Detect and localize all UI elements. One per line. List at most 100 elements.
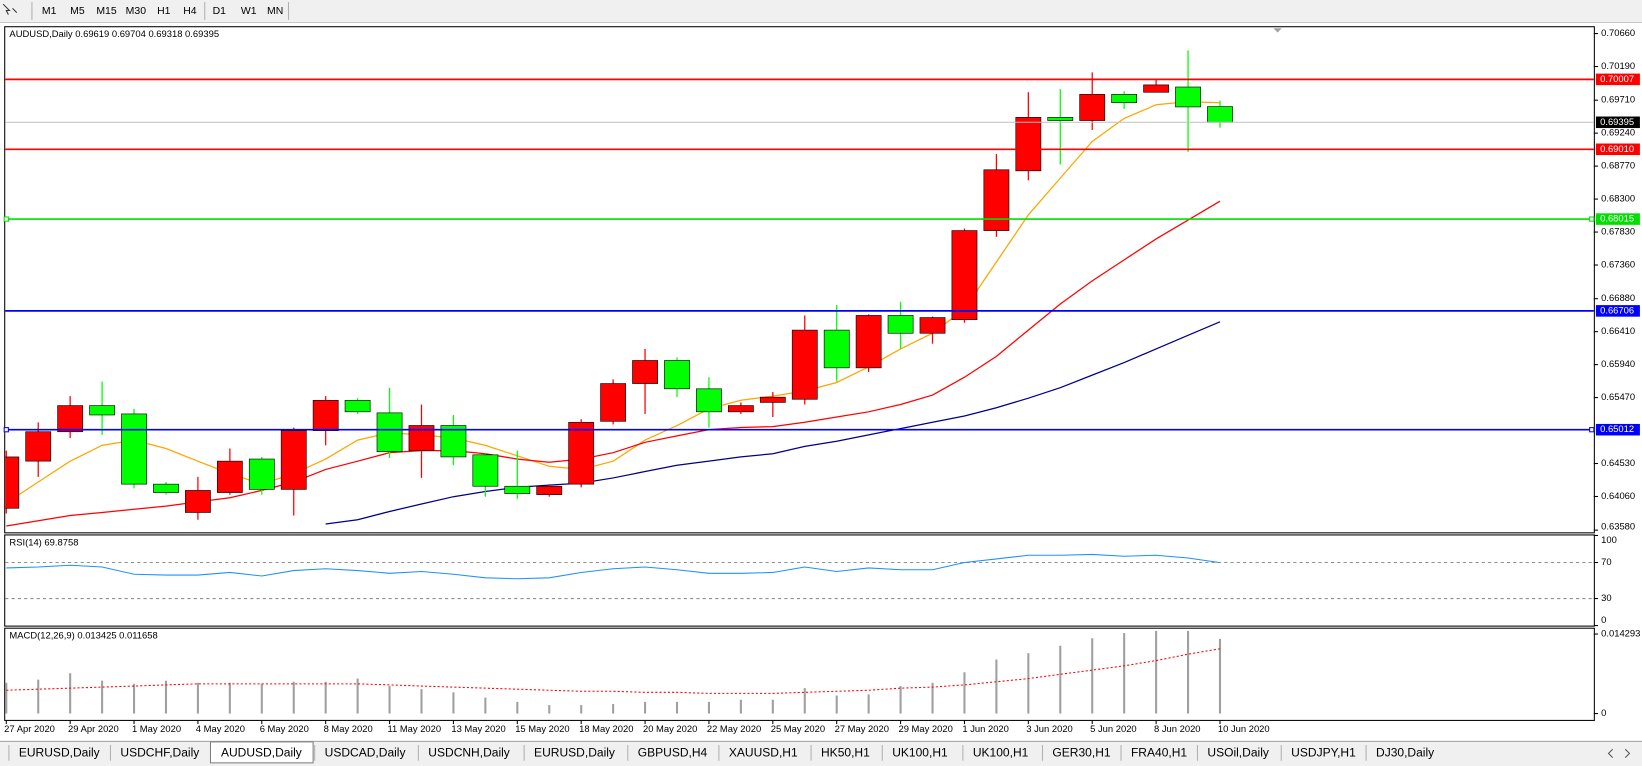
candle-body — [344, 400, 371, 413]
level-label: 0.65012 — [1600, 423, 1634, 434]
panel-title: RSI(14) 69.8758 — [9, 536, 78, 547]
macd-panel — [4, 627, 1595, 721]
x-tick-label: 1 Jun 2020 — [962, 723, 1009, 734]
tab-label[interactable]: USDCHF,Daily — [120, 746, 199, 760]
candle-body — [1047, 117, 1074, 121]
cursor-icon[interactable] — [2, 3, 18, 15]
level-label: 0.70007 — [1600, 73, 1634, 84]
candle-body — [1143, 84, 1169, 93]
level-label-bg — [1595, 143, 1640, 156]
rsi-panel — [4, 534, 1595, 627]
x-tick-label: 6 May 2020 — [260, 723, 309, 734]
candle-body — [504, 485, 531, 494]
timeframe-button[interactable]: M5 — [70, 6, 85, 17]
toolbar — [0, 0, 1642, 24]
y-tick-label: 0.66880 — [1601, 292, 1635, 303]
tab-label[interactable]: XAUUSD,H1 — [729, 746, 798, 760]
tab-label[interactable]: EURUSD,Daily — [19, 746, 100, 760]
tab-label[interactable]: USDCNH,Daily — [428, 746, 510, 760]
y-tick-label: 0.68300 — [1601, 193, 1635, 204]
moving-average-line — [325, 321, 1221, 525]
last-price-label: 0.69395 — [1600, 116, 1634, 127]
tab-label[interactable]: USDCAD,Daily — [325, 746, 406, 760]
tab-label[interactable]: USDJPY,H1 — [1291, 746, 1356, 760]
y-tick-label: 0.63580 — [1601, 521, 1635, 532]
candle-body — [5, 456, 20, 509]
tab-label[interactable]: HK50,H1 — [821, 746, 870, 760]
tab-label[interactable]: FRA40,H1 — [1131, 746, 1187, 760]
y-tick-label: 0.67830 — [1601, 226, 1635, 237]
y-tick-label: 0.68770 — [1601, 160, 1635, 171]
level-handle — [1589, 216, 1595, 222]
x-tick-label: 29 May 2020 — [898, 723, 952, 734]
y-tick-label: 0.70660 — [1601, 27, 1635, 38]
tab-label[interactable]: EURUSD,Daily — [534, 746, 615, 760]
y-tick-label: 70 — [1601, 556, 1611, 567]
candle-body — [536, 485, 563, 495]
tab-label[interactable]: USOil,Daily — [1207, 746, 1268, 760]
level-handle — [3, 216, 9, 222]
candle-body — [57, 405, 84, 433]
candle-body — [983, 169, 1010, 231]
y-tick-label: 0.65470 — [1601, 391, 1635, 402]
candle-body — [887, 315, 914, 334]
x-tick-label: 8 May 2020 — [324, 723, 373, 734]
candle-body — [280, 430, 307, 490]
candle-body — [855, 315, 882, 369]
level-label-bg — [1595, 423, 1640, 436]
level-label: 0.66706 — [1600, 304, 1634, 315]
timeframe-button[interactable]: W1 — [241, 6, 257, 17]
x-tick-label: 20 May 2020 — [643, 723, 697, 734]
x-tick-label: 11 May 2020 — [387, 723, 441, 734]
timeframe-button[interactable]: M30 — [126, 6, 147, 17]
moving-average-line — [5, 101, 1221, 504]
candle-body — [153, 483, 179, 493]
x-tick-label: 4 May 2020 — [196, 723, 245, 734]
axis-group: 0.69395 0.70007 0.69010 0.68015 0.66706 0.650… — [3, 27, 1640, 734]
tab-label[interactable]: GER30,H1 — [1052, 746, 1110, 760]
timeframe-button[interactable]: M1 — [42, 6, 57, 17]
timeframe-button[interactable]: H4 — [183, 6, 197, 17]
y-tick-label: 0.64530 — [1601, 457, 1635, 468]
y-tick-label: 0 — [1601, 707, 1606, 718]
candle-body — [121, 413, 147, 485]
level-handle — [3, 427, 9, 433]
tab-label[interactable]: GBPUSD,H4 — [638, 746, 708, 760]
tab-label[interactable]: DJ30,Daily — [1376, 746, 1434, 760]
y-tick-label: 0.67360 — [1601, 259, 1635, 270]
timeframe-button[interactable]: D1 — [213, 6, 227, 17]
candle-body — [1175, 86, 1201, 108]
candle-body — [696, 388, 722, 413]
level-label: 0.68015 — [1600, 213, 1634, 224]
indicator-line — [6, 553, 1221, 580]
y-tick-label: 0.69240 — [1601, 127, 1635, 138]
candle-body — [951, 230, 978, 320]
timeframe-button[interactable]: H1 — [157, 6, 171, 17]
level-label: 0.69010 — [1600, 143, 1634, 154]
candle-body — [216, 460, 243, 493]
panel-title: AUDUSD,Daily 0.69619 0.69704 0.69318 0.6… — [9, 28, 219, 39]
tab-label[interactable]: AUDUSD,Daily — [221, 746, 302, 760]
candle-body — [1015, 117, 1042, 172]
x-tick-label: 8 Jun 2020 — [1154, 723, 1201, 734]
tab-scroll-arrows[interactable] — [1607, 748, 1631, 758]
x-tick-label: 25 May 2020 — [771, 723, 825, 734]
candle-body — [568, 422, 595, 485]
candle-body — [312, 400, 339, 432]
plot-group — [5, 50, 1594, 714]
level-label-bg — [1595, 213, 1640, 225]
timeframe-button[interactable]: M15 — [96, 6, 117, 17]
y-tick-label: 0.69710 — [1601, 94, 1635, 105]
x-tick-label: 3 Jun 2020 — [1026, 723, 1073, 734]
tab-label[interactable]: UK100,H1 — [973, 746, 1029, 760]
candle-body — [632, 360, 658, 384]
candle-body — [89, 405, 115, 416]
candle-body — [248, 458, 275, 490]
candle-body — [728, 405, 754, 413]
timeframe-button[interactable]: MN — [267, 6, 283, 17]
x-tick-label: 15 May 2020 — [515, 723, 569, 734]
tab-label[interactable]: UK100,H1 — [892, 746, 948, 760]
candle-body — [823, 329, 850, 369]
y-tick-label: 0.70190 — [1601, 60, 1635, 71]
